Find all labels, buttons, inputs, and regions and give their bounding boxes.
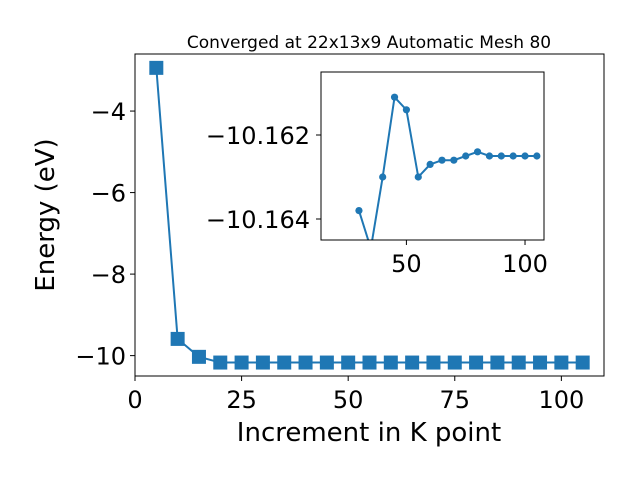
inset-data-point xyxy=(426,160,434,168)
inset-x-ticks: 50 100 xyxy=(391,240,548,278)
main-data-point xyxy=(341,355,356,370)
main-data-point xyxy=(362,355,377,370)
main-data-point xyxy=(191,349,206,364)
main-data-point xyxy=(277,355,292,370)
main-y-ticks: −10 −8 −6 −4 xyxy=(75,98,135,371)
inset-plot-frame xyxy=(320,71,545,241)
main-data-point xyxy=(255,355,270,370)
inset-y-tick-label: −10.162 xyxy=(206,122,310,150)
main-plot-frame xyxy=(134,53,605,377)
inset-data-point xyxy=(390,93,399,101)
x-tick-label: 25 xyxy=(226,386,257,414)
inset-series-line xyxy=(358,95,537,240)
y-axis-label: Energy (eV) xyxy=(31,138,61,291)
main-data-point xyxy=(533,355,548,370)
main-data-point xyxy=(170,331,185,346)
main-data-point xyxy=(511,355,526,370)
inset-y-tick-label: −10.164 xyxy=(206,206,310,234)
main-data-point xyxy=(490,355,505,370)
inset-data-point xyxy=(402,106,411,114)
main-data-point xyxy=(426,355,441,370)
inset-series xyxy=(355,93,541,252)
main-data-point xyxy=(554,355,569,370)
main-data-point xyxy=(149,60,164,75)
inset-data-point xyxy=(367,245,374,252)
main-x-ticks: 0 25 50 75 100 xyxy=(127,376,584,414)
main-data-point xyxy=(319,355,334,370)
inset-data-point xyxy=(473,148,482,156)
x-tick-label: 100 xyxy=(538,386,584,414)
main-data-point xyxy=(383,355,398,370)
main-data-point xyxy=(447,355,462,370)
main-series xyxy=(149,60,590,370)
main-data-point xyxy=(405,355,420,370)
x-tick-label: 75 xyxy=(439,386,470,414)
inset-data-point xyxy=(450,156,458,164)
x-tick-label: 0 xyxy=(127,386,142,414)
inset-data-point xyxy=(462,152,470,160)
inset-data-point xyxy=(355,207,363,215)
y-tick-label: −6 xyxy=(91,180,126,208)
main-data-point xyxy=(575,355,590,370)
x-axis-label: Increment in K point xyxy=(237,418,501,448)
y-tick-label: −4 xyxy=(91,98,126,126)
inset-data-point xyxy=(533,152,541,160)
main-data-point xyxy=(298,355,313,370)
inset-data-point xyxy=(521,152,529,160)
inset-x-tick-label: 100 xyxy=(502,250,548,278)
inset-data-point xyxy=(485,152,494,160)
x-tick-label: 50 xyxy=(333,386,364,414)
inset-data-point xyxy=(509,152,517,160)
chart-title: Converged at 22x13x9 Automatic Mesh 80 xyxy=(187,33,551,53)
inset-data-point xyxy=(438,156,446,164)
main-data-point xyxy=(213,355,228,370)
inset-data-point xyxy=(497,152,505,160)
main-data-point xyxy=(234,355,249,370)
y-tick-label: −8 xyxy=(91,261,126,289)
main-data-point xyxy=(469,355,484,370)
inset-x-tick-label: 50 xyxy=(391,250,422,278)
y-tick-label: −10 xyxy=(75,343,126,371)
inset-data-point xyxy=(414,173,422,181)
inset-y-ticks: −10.164 −10.162 xyxy=(206,122,321,234)
inset-data-point xyxy=(379,173,387,181)
